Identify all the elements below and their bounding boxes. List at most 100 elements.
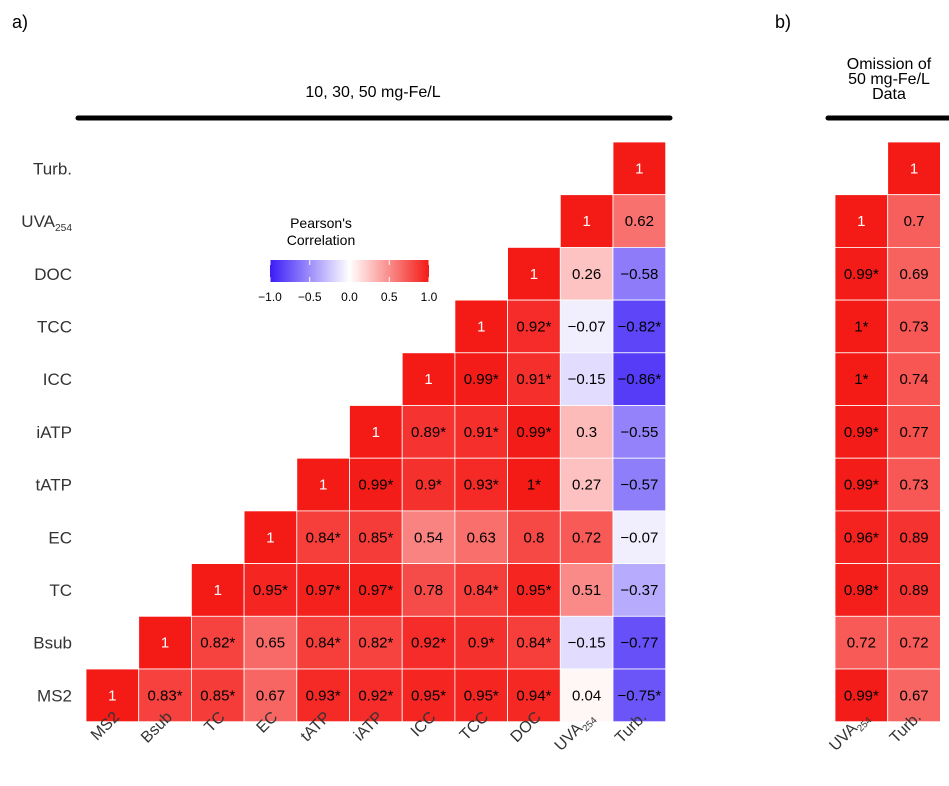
panel-label-b: b) xyxy=(775,12,791,32)
cell-value: 1* xyxy=(527,477,541,494)
cell-value: 0.92* xyxy=(516,318,551,335)
cell-value: −0.37 xyxy=(620,582,658,599)
heatmap-cell xyxy=(612,615,667,670)
cell-value: 0.92* xyxy=(358,687,393,704)
cell-value: 0.99* xyxy=(358,477,393,494)
heatmap-cell xyxy=(401,510,456,564)
heatmap-cell xyxy=(507,352,561,406)
cell-value: 0.3 xyxy=(576,424,597,441)
cell-value: 0.91* xyxy=(464,424,499,441)
cell-value: 0.8 xyxy=(524,529,545,546)
column-label: UVA254 xyxy=(552,708,600,756)
legend-tick-label: −1.0 xyxy=(258,290,282,304)
panel-label-a: a) xyxy=(12,12,28,32)
row-label: Bsub xyxy=(33,634,72,653)
heatmap-cell xyxy=(887,510,941,564)
cell-value: 1 xyxy=(582,213,590,230)
cell-value: 0.97* xyxy=(306,582,341,599)
cell-value: 0.85* xyxy=(200,687,235,704)
heatmap-cell xyxy=(834,352,889,406)
cell-value: 0.89 xyxy=(899,582,928,599)
cell-value: 0.9* xyxy=(415,477,442,494)
cell-value: 1 xyxy=(319,477,327,494)
heatmap-cell xyxy=(559,668,614,723)
cell-value: 0.51 xyxy=(572,582,601,599)
row-label: DOC xyxy=(34,265,72,284)
heatmap-cell xyxy=(296,668,350,723)
cell-value: −0.15 xyxy=(568,371,606,388)
heatmap-cell xyxy=(243,668,298,723)
cell-value: 0.95* xyxy=(253,582,288,599)
heatmap-cell xyxy=(454,510,508,564)
cell-value: 1 xyxy=(477,318,485,335)
cell-value: −0.86* xyxy=(617,371,661,388)
cell-value: −0.58 xyxy=(620,266,658,283)
row-label: TCC xyxy=(37,317,72,336)
heatmap-cell xyxy=(454,352,508,406)
heatmap-cell xyxy=(454,615,508,670)
heatmap-cell xyxy=(887,615,941,670)
cell-value: 0.84* xyxy=(516,635,551,652)
cell-value: 1* xyxy=(854,318,868,335)
panel-b-title-line: Omission of xyxy=(847,56,932,73)
heatmap-cell xyxy=(887,141,941,196)
cell-value: 0.65 xyxy=(256,635,285,652)
cell-value: 0.93* xyxy=(306,687,341,704)
heatmap-cell xyxy=(612,457,667,512)
heatmap-cell xyxy=(612,299,667,354)
heatmap-cell xyxy=(349,457,403,512)
cell-value: 1 xyxy=(214,582,222,599)
cell-value: 0.84* xyxy=(464,582,499,599)
cell-value: 0.78 xyxy=(414,582,443,599)
heatmap-cell xyxy=(834,194,889,248)
cell-value: 0.99* xyxy=(844,477,879,494)
heatmap-cell xyxy=(296,510,350,564)
cell-value: 1 xyxy=(372,424,380,441)
cell-value: 1 xyxy=(424,371,432,388)
cell-value: 0.7 xyxy=(904,213,925,230)
row-label: MS2 xyxy=(37,686,72,705)
cell-value: 0.99* xyxy=(516,424,551,441)
cell-value: 1 xyxy=(857,213,865,230)
cell-value: 1 xyxy=(635,160,643,177)
heatmap-cell xyxy=(834,668,889,723)
cell-value: −0.15 xyxy=(568,635,606,652)
heatmap-cell xyxy=(401,457,456,512)
cell-value: 0.62 xyxy=(625,213,654,230)
cell-value: −0.07 xyxy=(568,318,606,335)
cell-value: 1 xyxy=(266,529,274,546)
heatmap-cell xyxy=(834,299,889,354)
panel-a: a) 10, 30, 50 mg-Fe/L 1 1 0.62 1 0.26 −0.58 1 0.9… xyxy=(12,12,673,756)
heatmap-cell xyxy=(887,457,941,512)
heatmap-cell xyxy=(887,405,941,459)
row-label: UVA254 xyxy=(21,212,72,234)
cell-value: 0.74 xyxy=(899,371,928,388)
cell-value: 1 xyxy=(108,687,116,704)
heatmap-cell xyxy=(401,352,456,406)
cell-value: 0.04 xyxy=(572,687,601,704)
cell-value: 0.77 xyxy=(899,424,928,441)
cell-value: 0.99* xyxy=(844,687,879,704)
cell-value: 0.69 xyxy=(899,266,928,283)
heatmap-cell xyxy=(190,668,245,723)
heatmap-cell xyxy=(349,668,403,723)
heatmap-cell xyxy=(349,510,403,564)
heatmap-cell xyxy=(559,510,614,564)
heatmap-cell xyxy=(401,615,456,670)
legend-title-line1: Pearson's xyxy=(290,215,352,231)
heatmap-cell xyxy=(454,405,508,459)
heatmap-cell xyxy=(243,615,298,670)
panel-b-title-line: Data xyxy=(872,86,906,103)
legend-tick-label: 1.0 xyxy=(421,290,438,304)
legend-tick-label: 0.0 xyxy=(341,290,358,304)
panel-b-title-line: 50 mg-Fe/L xyxy=(848,71,930,88)
cell-value: 0.84* xyxy=(306,635,341,652)
cell-value: 0.97* xyxy=(358,582,393,599)
cell-value: 1 xyxy=(161,635,169,652)
cell-value: 0.85* xyxy=(358,529,393,546)
row-label: TC xyxy=(49,581,72,600)
cell-value: 0.92* xyxy=(411,635,446,652)
legend-tick-label: −0.5 xyxy=(298,290,322,304)
cell-value: 0.82* xyxy=(200,635,235,652)
